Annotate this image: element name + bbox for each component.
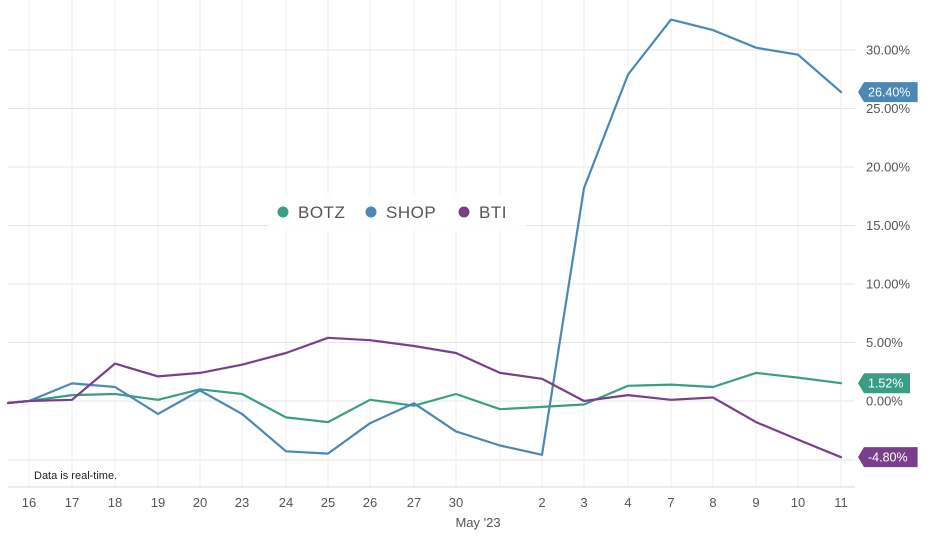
end-label-shop: 26.40% <box>858 82 918 103</box>
end-label-box <box>858 447 918 468</box>
end-label-bti: -4.80% <box>858 447 918 468</box>
realtime-note: Data is real-time. <box>34 470 117 482</box>
legend-item-shop[interactable]: SHOP <box>365 203 437 222</box>
y-tick-label: 15.00% <box>866 218 911 233</box>
x-tick-label: 20 <box>193 495 207 510</box>
legend[interactable]: BOTZ SHOP BTI <box>268 194 526 230</box>
x-tick-label: 18 <box>108 495 122 510</box>
end-label-box <box>858 82 918 103</box>
x-tick-label: 25 <box>321 495 335 510</box>
end-labels: 1.52% 26.40% -4.80% <box>858 82 918 468</box>
legend-label: BOTZ <box>298 203 345 222</box>
x-tick-label: 9 <box>752 495 759 510</box>
y-tick-label: 10.00% <box>866 277 911 292</box>
y-tick-label: 30.00% <box>866 43 911 58</box>
x-tick-label: 23 <box>235 495 249 510</box>
y-axis-ticks: 0.00% 5.00% 10.00% 15.00% 20.00% 25.00% 30.00% <box>866 43 911 409</box>
x-tick-label: 3 <box>580 495 587 510</box>
x-axis-ticks: 16 17 18 19 20 23 24 25 26 27 30 2 3 4 7 8 9 10 11 <box>22 495 848 510</box>
end-label-box <box>858 373 910 394</box>
y-tick-label: 25.00% <box>866 101 911 116</box>
gridlines <box>8 0 855 488</box>
series-line-bti <box>6 336 843 459</box>
legend-item-botz[interactable]: BOTZ <box>277 203 346 222</box>
x-tick-label: 30 <box>449 495 463 510</box>
legend-label: BTI <box>479 203 507 222</box>
x-tick-label: 11 <box>834 495 848 510</box>
x-tick-label: 10 <box>791 495 805 510</box>
x-tick-label: 8 <box>709 495 716 510</box>
legend-marker <box>458 206 470 218</box>
x-tick-label: 4 <box>624 495 631 510</box>
y-tick-label: 0.00% <box>866 394 903 409</box>
x-tick-label: 16 <box>22 495 36 510</box>
y-tick-label: 5.00% <box>866 335 903 350</box>
legend-item-bti[interactable]: BTI <box>458 203 507 222</box>
end-label-value: 26.40% <box>868 86 910 100</box>
x-tick-label: 26 <box>363 495 377 510</box>
legend-marker <box>365 206 377 218</box>
series-line-shop <box>6 18 843 456</box>
y-tick-label: 20.00% <box>866 160 911 175</box>
legend-label: SHOP <box>386 203 436 222</box>
x-tick-label: 27 <box>407 495 421 510</box>
end-label-value: -4.80% <box>868 451 908 465</box>
end-label-botz: 1.52% <box>858 373 910 394</box>
x-tick-label: 2 <box>538 495 545 510</box>
x-tick-label: 24 <box>279 495 293 510</box>
x-tick-label: 7 <box>667 495 674 510</box>
x-tick-label: 19 <box>151 495 165 510</box>
x-tick-label: 17 <box>65 495 79 510</box>
x-axis-month-label: May '23 <box>455 515 500 530</box>
legend-marker <box>277 206 289 218</box>
series-lines <box>6 18 843 459</box>
end-label-value: 1.52% <box>868 377 903 391</box>
legend-background <box>268 194 526 230</box>
